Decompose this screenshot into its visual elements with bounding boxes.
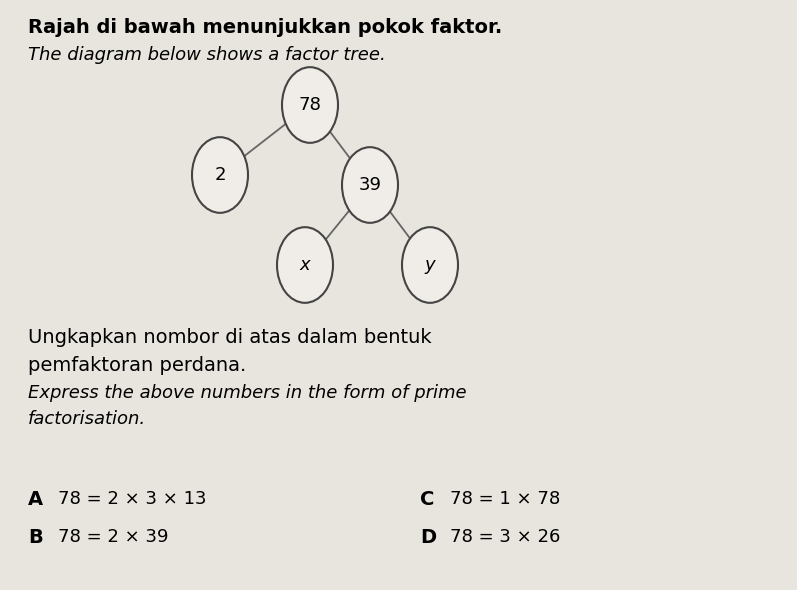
Text: Express the above numbers in the form of prime: Express the above numbers in the form of…	[28, 384, 466, 402]
Ellipse shape	[342, 147, 398, 223]
Text: pemfaktoran perdana.: pemfaktoran perdana.	[28, 356, 246, 375]
Text: C: C	[420, 490, 434, 509]
Text: 39: 39	[359, 176, 382, 194]
Text: 78 = 2 × 3 × 13: 78 = 2 × 3 × 13	[58, 490, 206, 508]
Text: y: y	[425, 256, 435, 274]
Text: A: A	[28, 490, 43, 509]
Text: Rajah di bawah menunjukkan pokok faktor.: Rajah di bawah menunjukkan pokok faktor.	[28, 18, 502, 37]
Text: 2: 2	[214, 166, 226, 184]
Text: 78 = 2 × 39: 78 = 2 × 39	[58, 528, 168, 546]
Ellipse shape	[282, 67, 338, 143]
Text: 78: 78	[299, 96, 321, 114]
Text: x: x	[300, 256, 310, 274]
Text: Ungkapkan nombor di atas dalam bentuk: Ungkapkan nombor di atas dalam bentuk	[28, 328, 432, 347]
Ellipse shape	[192, 137, 248, 213]
Text: 78 = 1 × 78: 78 = 1 × 78	[450, 490, 560, 508]
Ellipse shape	[402, 227, 458, 303]
Text: 78 = 3 × 26: 78 = 3 × 26	[450, 528, 560, 546]
Text: factorisation.: factorisation.	[28, 410, 146, 428]
Text: The diagram below shows a factor tree.: The diagram below shows a factor tree.	[28, 46, 386, 64]
Text: D: D	[420, 528, 436, 547]
Text: B: B	[28, 528, 43, 547]
Ellipse shape	[277, 227, 333, 303]
